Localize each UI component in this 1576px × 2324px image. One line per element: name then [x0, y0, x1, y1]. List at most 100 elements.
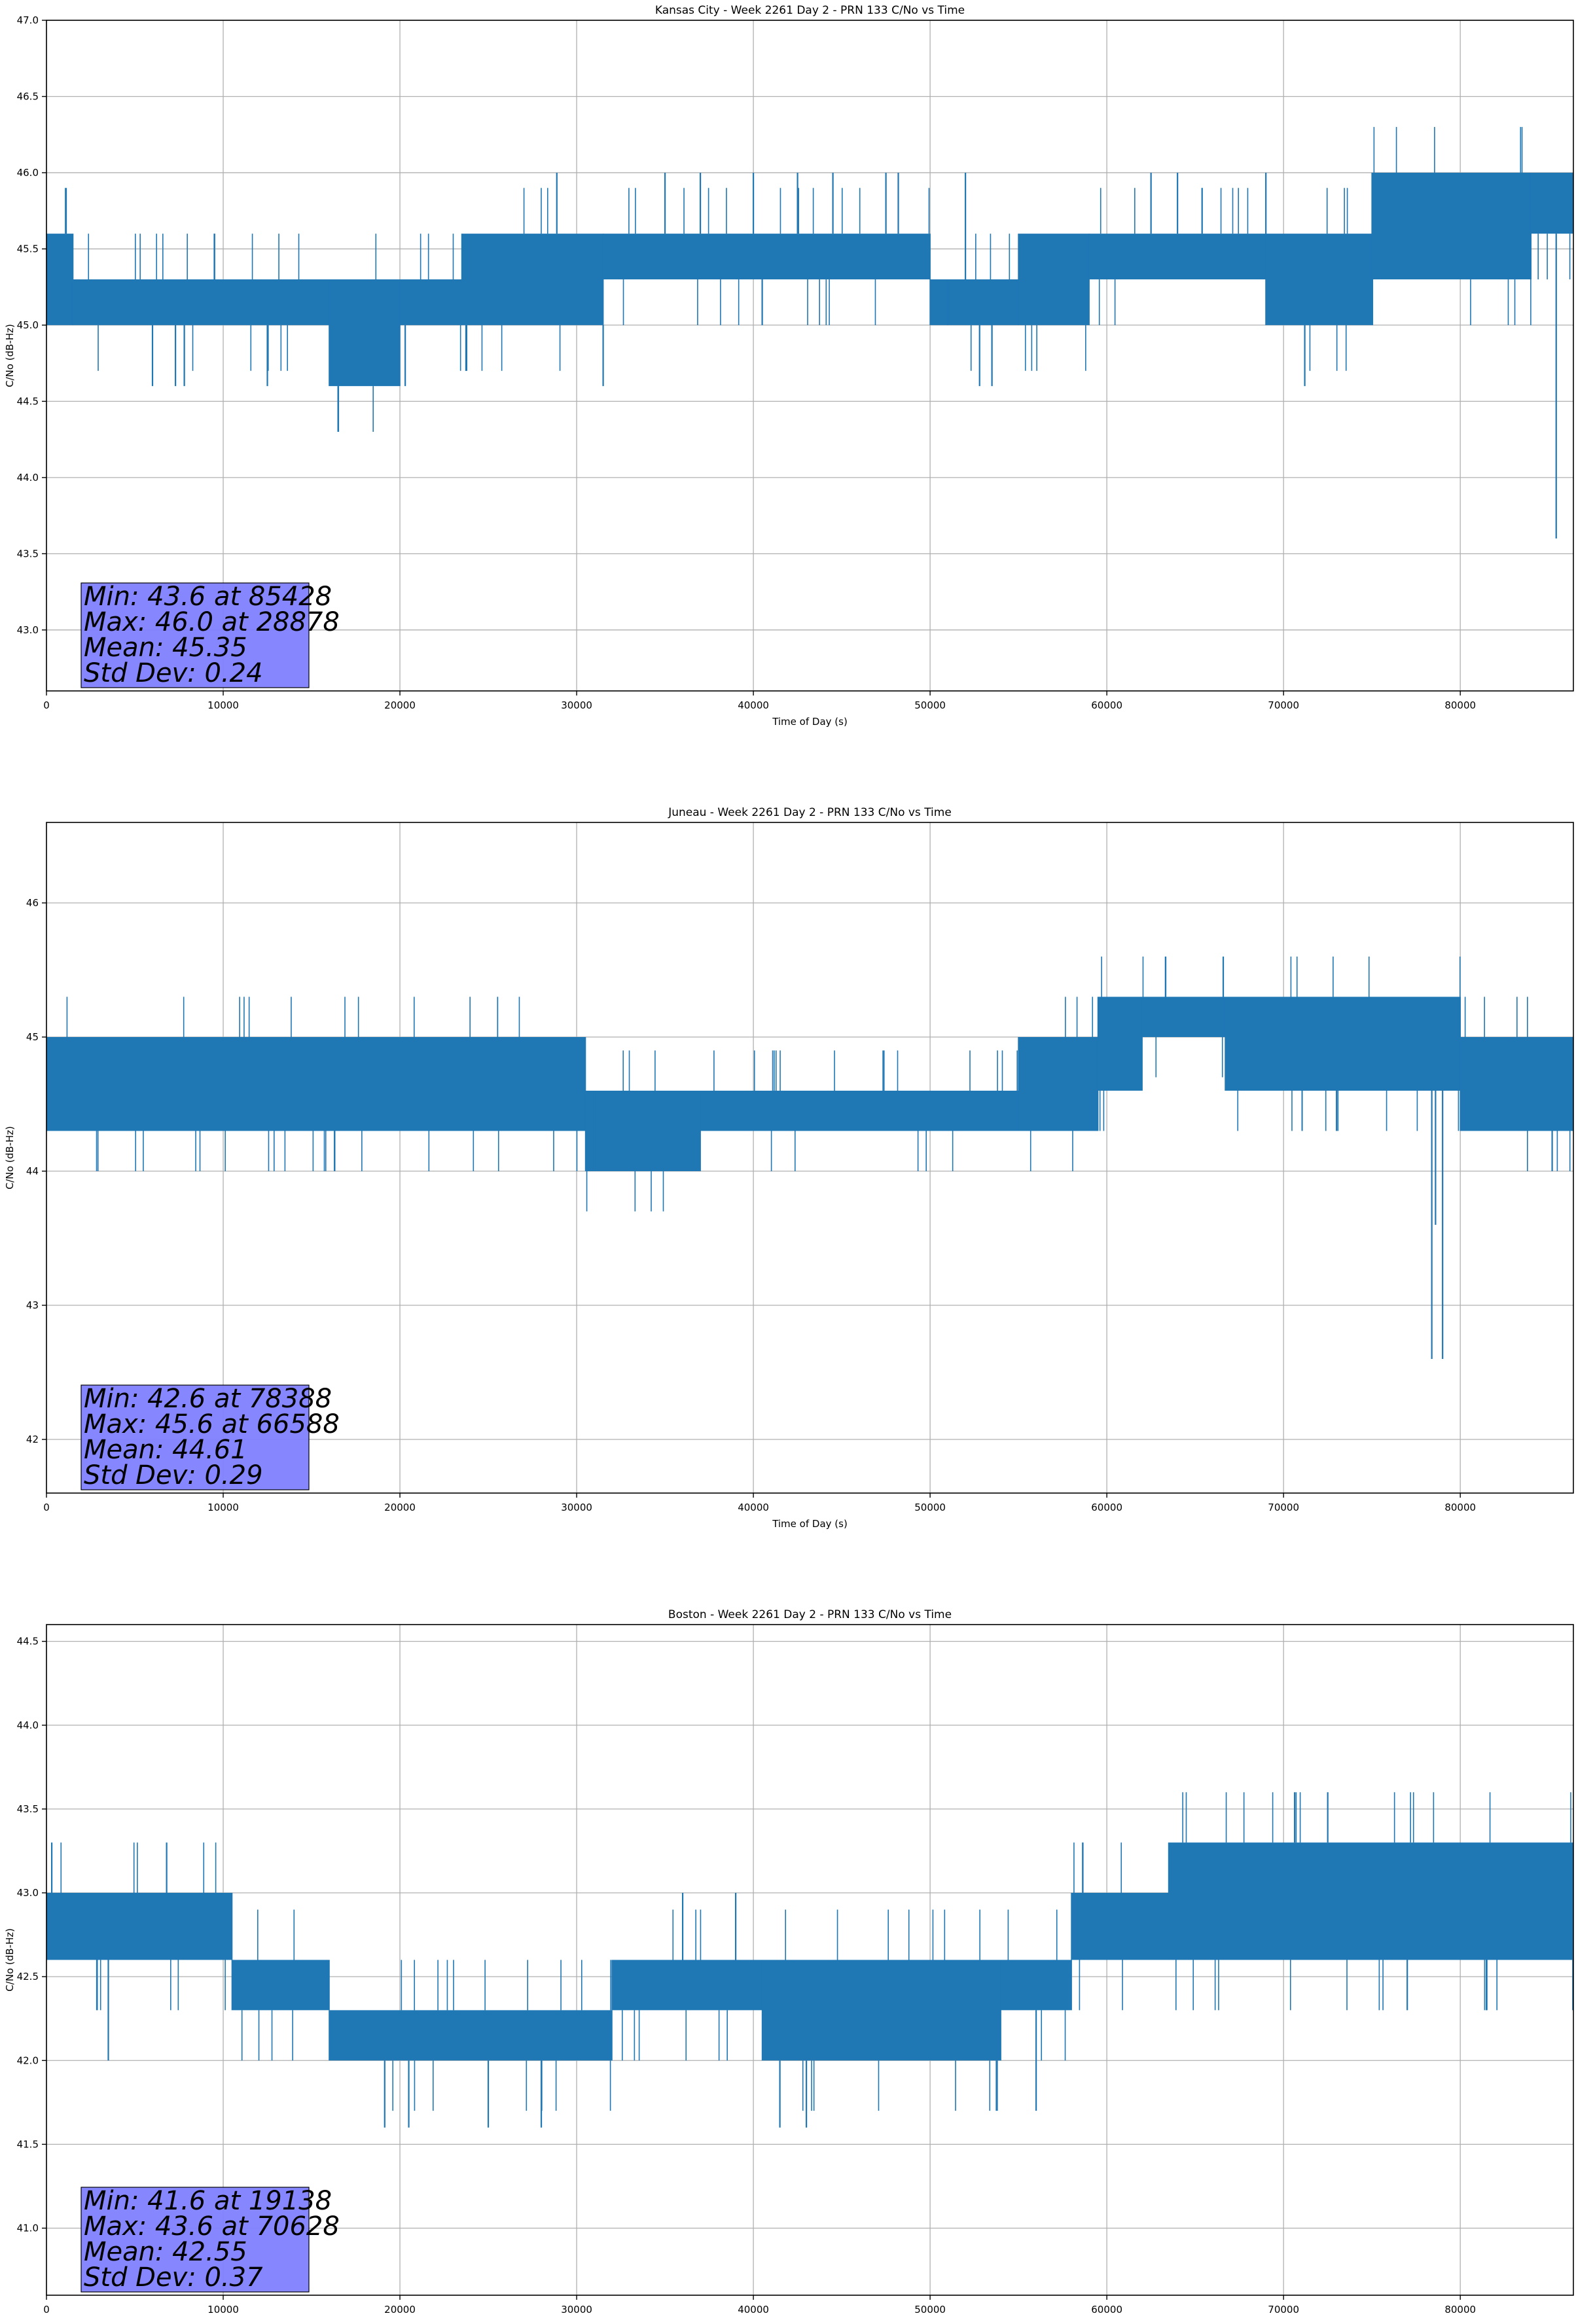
x-tick-label: 70000 — [1268, 1502, 1299, 1513]
x-tick-label: 80000 — [1444, 699, 1476, 711]
y-tick-label: 43.5 — [17, 1803, 39, 1815]
x-tick-label: 70000 — [1268, 2304, 1299, 2315]
x-tick-label: 40000 — [738, 2304, 769, 2315]
x-tick-label: 0 — [43, 2304, 50, 2315]
chart-title: Boston - Week 2261 Day 2 - PRN 133 C/No … — [668, 1608, 952, 1621]
x-tick-label: 0 — [43, 699, 50, 711]
stats-line: Std Dev: 0.37 — [84, 2262, 263, 2293]
y-tick-label: 41.5 — [17, 2138, 39, 2150]
data-band-11 — [1530, 172, 1573, 234]
x-tick-label: 30000 — [561, 2304, 592, 2315]
y-tick-label: 46.5 — [17, 90, 39, 102]
x-axis-label: Time of Day (s) — [772, 716, 848, 728]
y-tick-label: 41.0 — [17, 2223, 39, 2234]
chart-2: 0 10000 20000 30000 40000 50000 60000 70000 8000… — [4, 1608, 1574, 2324]
y-tick-label: 46 — [26, 897, 39, 909]
plot-area — [46, 20, 1573, 691]
x-tick-label: 60000 — [1091, 1502, 1122, 1513]
x-tick-label: 80000 — [1444, 2304, 1476, 2315]
data-band-6 — [929, 279, 1019, 325]
stats-line: Max: 45.6 at 66588 — [84, 1409, 340, 1439]
y-tick-label: 44 — [26, 1165, 39, 1177]
y-axis-label: C/No (dB-Hz) — [4, 324, 16, 387]
y-axis-label: C/No (dB-Hz) — [4, 1126, 16, 1189]
data-band-4 — [761, 1960, 1001, 2061]
plot-area — [46, 822, 1573, 1493]
data-band-5 — [602, 234, 931, 280]
y-tick-label: 44.5 — [17, 395, 39, 407]
x-tick-label: 10000 — [207, 1502, 239, 1513]
data-band-4 — [1097, 996, 1143, 1091]
data-band-1 — [72, 279, 330, 325]
data-band-7 — [1460, 1036, 1573, 1131]
chart-0: 0 10000 20000 30000 40000 50000 60000 70000 8000… — [4, 4, 1574, 728]
data-band-2 — [329, 2010, 613, 2061]
data-series — [46, 127, 1573, 539]
y-tick-label: 43.5 — [17, 548, 39, 559]
data-band-3 — [611, 1960, 763, 2011]
x-tick-label: 0 — [43, 1502, 50, 1513]
stats-box — [81, 582, 310, 688]
data-band-8 — [1088, 234, 1266, 280]
y-tick-label: 46.0 — [17, 167, 39, 179]
y-tick-label: 44.5 — [17, 1636, 39, 1647]
axes-frame — [46, 1624, 1574, 2296]
stats-line: Max: 43.6 at 70628 — [84, 2211, 340, 2242]
data-series — [46, 957, 1573, 1359]
y-tick-label: 42.5 — [17, 1971, 39, 1982]
data-band-6 — [1225, 996, 1461, 1091]
x-tick-label: 80000 — [1444, 1502, 1476, 1513]
x-tick-label: 60000 — [1091, 2304, 1122, 2315]
stats-line: Max: 46.0 at 28878 — [84, 607, 340, 637]
data-band-9 — [1265, 234, 1372, 325]
x-tick-label: 60000 — [1091, 699, 1122, 711]
y-tick-label: 45.0 — [17, 319, 39, 331]
data-band-1 — [584, 1090, 701, 1172]
y-tick-label: 44.0 — [17, 1719, 39, 1731]
x-tick-label: 50000 — [914, 699, 946, 711]
x-axis-label: Time of Day (s) — [772, 1518, 848, 1530]
stats-box — [81, 1384, 310, 1490]
data-band-3 — [1018, 1036, 1099, 1131]
stats-line: Min: 42.6 at 78388 — [84, 1384, 332, 1414]
x-tick-label: 30000 — [561, 699, 592, 711]
data-band-6 — [1071, 1892, 1170, 1960]
data-band-10 — [1371, 172, 1531, 280]
data-band-3 — [399, 279, 463, 325]
x-tick-label: 10000 — [207, 699, 239, 711]
stats-line: Std Dev: 0.29 — [84, 1460, 263, 1490]
x-tick-label: 10000 — [207, 2304, 239, 2315]
x-tick-label: 20000 — [384, 699, 416, 711]
y-tick-label: 43.0 — [17, 1887, 39, 1899]
stats-line: Min: 43.6 at 85428 — [84, 582, 332, 612]
y-axis-label: C/No (dB-Hz) — [4, 1928, 16, 1992]
data-band-7 — [1168, 1842, 1573, 1960]
data-band-5 — [1000, 1960, 1072, 2011]
x-tick-label: 40000 — [738, 1502, 769, 1513]
y-tick-label: 45.5 — [17, 243, 39, 255]
x-tick-label: 40000 — [738, 699, 769, 711]
data-band-0 — [46, 1036, 586, 1131]
y-tick-label: 45 — [26, 1031, 39, 1043]
chart-1: 0 10000 20000 30000 40000 50000 60000 70000 8000… — [4, 806, 1574, 1530]
y-tick-label: 47.0 — [17, 14, 39, 26]
stats-line: Min: 41.6 at 19138 — [84, 2186, 332, 2216]
data-band-7 — [1018, 234, 1090, 325]
x-tick-label: 70000 — [1268, 699, 1299, 711]
x-tick-label: 50000 — [914, 1502, 946, 1513]
data-band-2 — [700, 1090, 1019, 1131]
stats-line: Mean: 45.35 — [84, 633, 247, 663]
data-band-0 — [46, 234, 74, 325]
x-tick-label: 30000 — [561, 1502, 592, 1513]
y-tick-label: 43 — [26, 1299, 39, 1311]
y-tick-label: 43.0 — [17, 624, 39, 636]
chart-title: Kansas City - Week 2261 Day 2 - PRN 133 … — [655, 4, 965, 17]
data-band-0 — [46, 1892, 233, 1960]
stats-box — [81, 2187, 310, 2293]
data-band-2 — [329, 279, 401, 387]
x-tick-label: 50000 — [914, 2304, 946, 2315]
y-tick-label: 42.0 — [17, 2054, 39, 2066]
x-tick-label: 20000 — [384, 1502, 416, 1513]
stats-line: Mean: 42.55 — [84, 2237, 247, 2267]
